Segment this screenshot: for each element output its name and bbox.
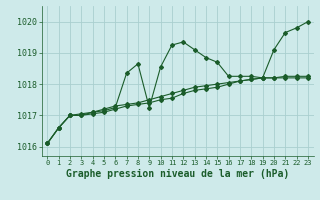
X-axis label: Graphe pression niveau de la mer (hPa): Graphe pression niveau de la mer (hPa) bbox=[66, 169, 289, 179]
